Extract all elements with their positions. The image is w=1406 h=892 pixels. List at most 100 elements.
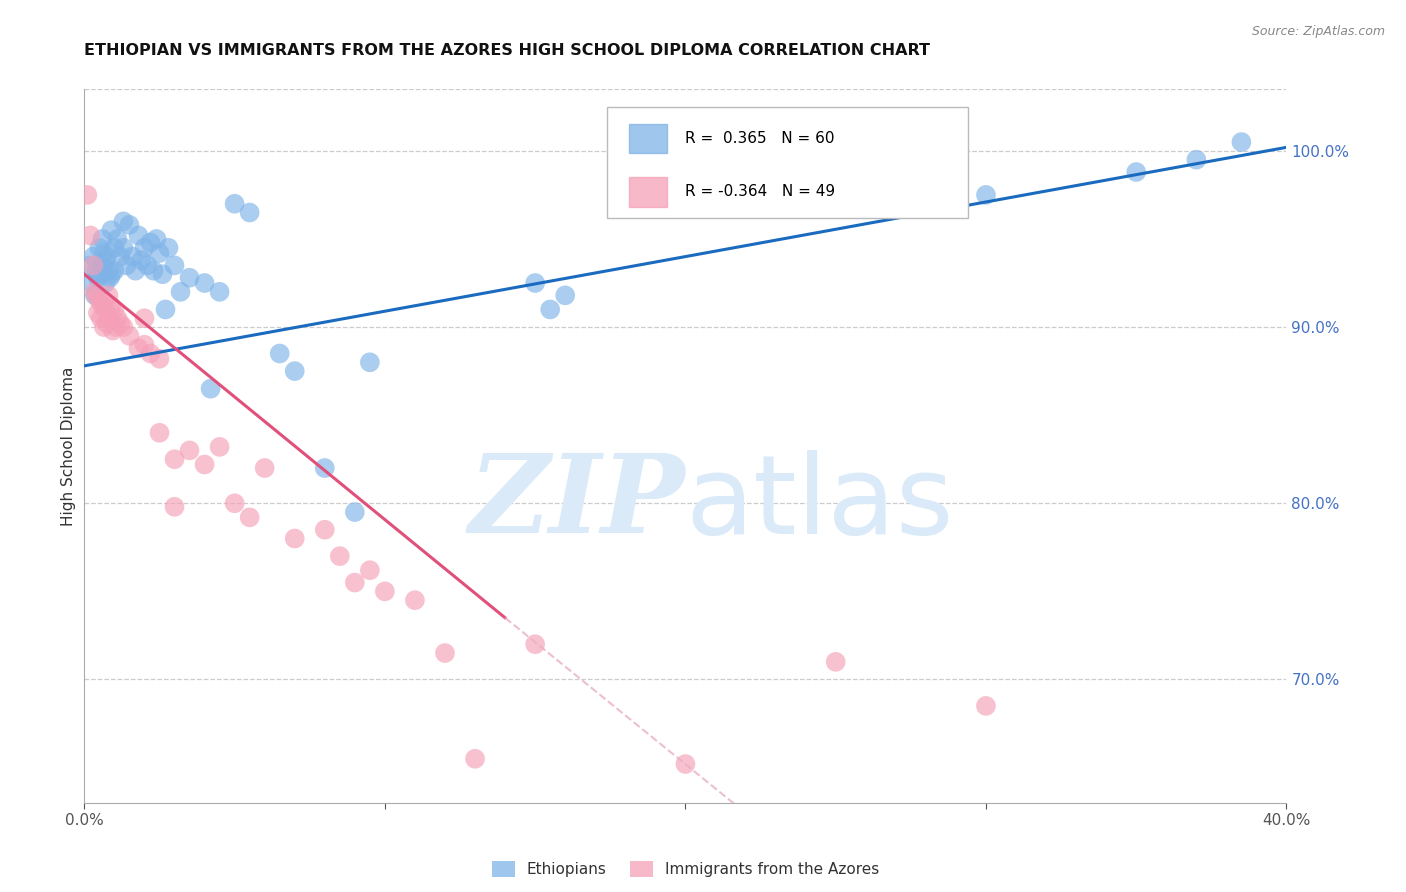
Point bbox=[314, 523, 336, 537]
Point bbox=[76, 188, 98, 202]
Point bbox=[194, 458, 217, 472]
Text: R = -0.364   N = 49: R = -0.364 N = 49 bbox=[686, 185, 835, 199]
Point bbox=[329, 549, 352, 563]
Point bbox=[83, 285, 105, 299]
Point bbox=[139, 346, 162, 360]
Point bbox=[163, 452, 186, 467]
Point bbox=[86, 288, 108, 302]
Point bbox=[152, 267, 174, 281]
Text: ETHIOPIAN VS IMMIGRANTS FROM THE AZORES HIGH SCHOOL DIPLOMA CORRELATION CHART: ETHIOPIAN VS IMMIGRANTS FROM THE AZORES … bbox=[84, 43, 931, 58]
Point bbox=[110, 250, 132, 264]
Point bbox=[121, 250, 143, 264]
Point bbox=[314, 461, 336, 475]
Point bbox=[124, 263, 146, 277]
Point bbox=[107, 232, 129, 246]
Point bbox=[110, 317, 132, 331]
Point bbox=[94, 276, 117, 290]
Point bbox=[127, 228, 149, 243]
Point bbox=[434, 646, 457, 660]
Point bbox=[96, 317, 118, 331]
Point bbox=[208, 285, 231, 299]
Point bbox=[103, 263, 125, 277]
Point bbox=[224, 496, 246, 510]
Point bbox=[343, 505, 366, 519]
FancyBboxPatch shape bbox=[607, 107, 967, 218]
Point bbox=[359, 355, 381, 369]
Point bbox=[359, 563, 381, 577]
Point bbox=[115, 259, 138, 273]
Point bbox=[169, 285, 191, 299]
Point bbox=[98, 311, 121, 326]
Point bbox=[253, 461, 276, 475]
Point bbox=[134, 337, 156, 351]
Point bbox=[103, 241, 125, 255]
Point bbox=[104, 320, 127, 334]
Bar bbox=[628, 124, 668, 153]
Point bbox=[163, 500, 186, 514]
Point bbox=[179, 270, 201, 285]
Point bbox=[139, 235, 162, 250]
Point bbox=[284, 532, 307, 546]
Text: ZIP: ZIP bbox=[468, 450, 686, 557]
Point bbox=[90, 311, 112, 326]
Point bbox=[554, 288, 576, 302]
Point bbox=[87, 306, 110, 320]
Point bbox=[524, 276, 547, 290]
Point bbox=[675, 757, 697, 772]
Point bbox=[94, 302, 117, 317]
Point bbox=[239, 205, 262, 219]
Point bbox=[224, 196, 246, 211]
Point bbox=[1125, 165, 1147, 179]
Point bbox=[79, 259, 101, 273]
Point bbox=[101, 324, 124, 338]
Point bbox=[89, 267, 111, 281]
Point bbox=[93, 320, 115, 334]
Point bbox=[103, 302, 125, 317]
Point bbox=[179, 443, 201, 458]
Point bbox=[100, 299, 122, 313]
Point bbox=[374, 584, 396, 599]
Point bbox=[157, 241, 180, 255]
Point bbox=[86, 263, 108, 277]
Point bbox=[404, 593, 426, 607]
Point bbox=[127, 341, 149, 355]
Point bbox=[208, 440, 231, 454]
Text: R =  0.365   N = 60: R = 0.365 N = 60 bbox=[686, 131, 835, 146]
Point bbox=[89, 241, 111, 255]
Point bbox=[148, 425, 170, 440]
Point bbox=[974, 698, 997, 713]
Point bbox=[107, 311, 129, 326]
Point bbox=[145, 232, 167, 246]
Point bbox=[200, 382, 222, 396]
Point bbox=[148, 351, 170, 366]
Point bbox=[155, 302, 177, 317]
Y-axis label: High School Diploma: High School Diploma bbox=[60, 367, 76, 525]
Point bbox=[118, 329, 141, 343]
Point bbox=[269, 346, 291, 360]
Point bbox=[343, 575, 366, 590]
Point bbox=[82, 250, 104, 264]
Point bbox=[142, 263, 165, 277]
Point bbox=[98, 270, 121, 285]
Point bbox=[824, 655, 846, 669]
Point bbox=[91, 232, 114, 246]
Point bbox=[100, 223, 122, 237]
Point bbox=[1185, 153, 1208, 167]
Point bbox=[87, 270, 110, 285]
Point bbox=[194, 276, 217, 290]
Point bbox=[464, 752, 486, 766]
Point bbox=[91, 299, 114, 313]
Point bbox=[97, 288, 120, 302]
Point bbox=[148, 246, 170, 260]
Point bbox=[79, 228, 101, 243]
Point bbox=[91, 259, 114, 273]
Point bbox=[96, 250, 118, 264]
Point bbox=[100, 267, 122, 281]
Point bbox=[112, 214, 135, 228]
Point bbox=[538, 302, 561, 317]
Text: atlas: atlas bbox=[686, 450, 953, 557]
Point bbox=[80, 276, 103, 290]
Point bbox=[824, 165, 846, 179]
Point bbox=[239, 510, 262, 524]
Point bbox=[524, 637, 547, 651]
